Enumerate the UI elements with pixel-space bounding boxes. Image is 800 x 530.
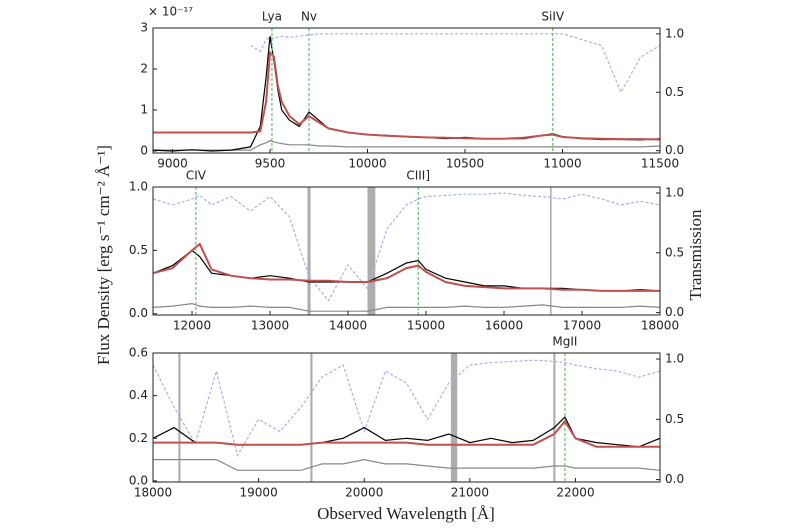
spectrum-line	[153, 249, 660, 292]
y-axis-label: Flux Density [erg s⁻¹ cm⁻² Å⁻¹]	[94, 145, 113, 365]
spectrum-line	[153, 458, 660, 471]
x-tick-label: 13000	[251, 319, 289, 333]
spectrum-line	[153, 140, 660, 151]
x-tick-label: 22000	[556, 486, 594, 500]
y2-axis-label: Transmission	[686, 209, 705, 301]
x-tick-label: 9000	[157, 157, 188, 171]
line-label: Nv	[301, 10, 317, 24]
x-tick-label: 17000	[563, 319, 601, 333]
x-tick-label: 18000	[134, 486, 172, 500]
spectrum-line	[153, 50, 660, 141]
masked-region	[367, 187, 376, 315]
x-tick-label: 12000	[173, 319, 211, 333]
panel-frame	[152, 186, 661, 316]
y2-tick-label: 0.5	[665, 245, 684, 259]
masked-region	[310, 353, 313, 482]
y-tick-label: 0.0	[129, 306, 148, 320]
y2-tick-label: 0.0	[665, 472, 684, 486]
masked-region	[553, 353, 556, 482]
y2-tick-label: 0.5	[665, 85, 684, 99]
line-label: CIV	[186, 169, 207, 183]
y2-tick-label: 1.0	[665, 26, 684, 40]
y-tick-label: 1.0	[129, 180, 148, 194]
y-multiplier: × 10⁻¹⁷	[148, 5, 193, 19]
spectrum-line	[153, 36, 660, 152]
x-tick-label: 11000	[543, 157, 581, 171]
spectrum-line	[250, 33, 660, 94]
spectrum-line	[153, 302, 660, 312]
x-tick-label: 15000	[407, 319, 445, 333]
y2-tick-label: 1.0	[665, 352, 684, 366]
x-tick-label: 20000	[345, 486, 383, 500]
y-tick-label: 1	[140, 102, 148, 116]
line-label: Lya	[262, 10, 282, 24]
x-tick-label: 18000	[641, 319, 679, 333]
y-tick-label: 0.0	[129, 473, 148, 487]
y2-tick-label: 0.0	[665, 143, 684, 157]
masked-region	[178, 353, 181, 482]
spectrum-line	[153, 242, 660, 292]
x-tick-label: 19000	[240, 486, 278, 500]
x-tick-label: 21000	[451, 486, 489, 500]
y-tick-label: 0.4	[129, 388, 148, 402]
x-tick-label: 10500	[446, 157, 484, 171]
line-label: SiIV	[541, 10, 564, 24]
masked-region	[307, 187, 311, 315]
x-tick-label: 16000	[485, 319, 523, 333]
x-tick-label: 9500	[255, 157, 286, 171]
x-tick-label: 14000	[329, 319, 367, 333]
y2-tick-label: 1.0	[665, 185, 684, 199]
masked-region	[550, 187, 552, 315]
panel-frame	[152, 352, 661, 483]
line-label: CIII]	[406, 169, 430, 183]
y-tick-label: 0	[140, 143, 148, 157]
y-tick-label: 0.6	[129, 346, 148, 360]
line-label: MgII	[552, 335, 577, 349]
y-tick-label: 3	[140, 21, 148, 35]
spectrum-line	[153, 419, 660, 448]
y-tick-label: 0.5	[129, 243, 148, 257]
y2-tick-label: 0.0	[665, 305, 684, 319]
x-axis-label: Observed Wavelength [Å]	[317, 504, 495, 523]
y2-tick-label: 0.5	[665, 412, 684, 426]
x-tick-label: 11500	[641, 157, 679, 171]
masked-region	[450, 353, 458, 482]
y-tick-label: 2	[140, 61, 148, 75]
panel-frame	[152, 27, 661, 154]
spectrum-line	[153, 192, 660, 302]
y-tick-label: 0.2	[129, 431, 148, 445]
x-tick-label: 10000	[348, 157, 386, 171]
